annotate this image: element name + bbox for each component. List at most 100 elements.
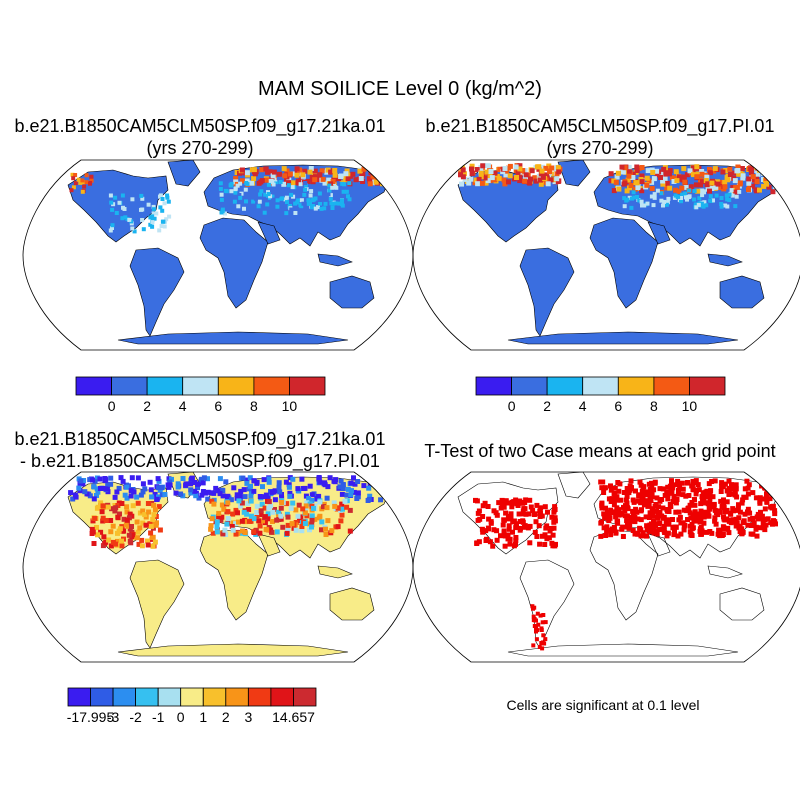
ice-cell: [622, 165, 628, 171]
significant-cell: [638, 533, 644, 539]
diff-cell: [367, 493, 373, 499]
diff-cell: [347, 507, 353, 513]
ice-cell: [761, 167, 767, 173]
diff-cell: [150, 543, 156, 549]
ice-cell: [732, 178, 738, 184]
significant-cell: [677, 485, 683, 491]
ice-cell: [257, 199, 262, 204]
ice-cell: [702, 200, 707, 205]
diff-cell: [366, 496, 372, 502]
diff-cell: [220, 488, 226, 494]
significant-cell: [644, 498, 650, 504]
diff-cell: [348, 480, 354, 486]
diff-cell: [381, 491, 387, 497]
diff-cell: [309, 524, 314, 530]
diff-cell: [149, 523, 154, 529]
diff-cell: [129, 532, 135, 538]
ice-cell: [761, 183, 767, 189]
ice-cell: [219, 197, 224, 202]
ice-cell: [649, 194, 654, 199]
ice-cell: [547, 169, 553, 175]
diff-cell: [312, 503, 318, 509]
significant-cell: [654, 495, 660, 501]
significant-cell: [726, 478, 732, 484]
ice-cell: [645, 201, 650, 206]
significant-cell: [647, 487, 653, 492]
diff-cell: [217, 476, 223, 482]
ice-cell: [146, 202, 151, 207]
significant-cell: [674, 482, 680, 488]
ice-cell: [506, 165, 511, 171]
significant-cell: [615, 518, 620, 524]
significant-cell: [676, 517, 682, 523]
ice-cell: [722, 179, 728, 185]
ice-cell: [284, 211, 289, 216]
ice-cell: [71, 185, 76, 190]
significant-cell: [617, 481, 623, 487]
ice-cell: [160, 197, 165, 201]
ice-cell: [218, 187, 223, 191]
ice-cell: [229, 189, 234, 194]
significant-cell: [549, 540, 555, 546]
diff-cell: [214, 524, 220, 530]
significant-cell: [669, 478, 674, 484]
ice-cell: [299, 208, 303, 213]
significant-cell: [537, 508, 543, 514]
significant-cell: [505, 500, 511, 506]
ice-cell: [78, 180, 83, 185]
diff-cell: [192, 480, 198, 485]
diff-cell: [290, 476, 296, 482]
ice-cell: [460, 167, 466, 173]
ice-cell: [300, 172, 306, 178]
ice-cell: [533, 178, 539, 184]
map-panel-3: [22, 471, 414, 663]
significant-cell: [665, 530, 671, 536]
significant-cell: [675, 491, 681, 497]
colorbar-label: 10: [681, 398, 698, 414]
ice-cell: [73, 181, 78, 186]
diff-cell: [229, 524, 235, 529]
ice-cell: [640, 203, 644, 208]
diff-cell: [236, 498, 242, 504]
ice-cell: [345, 176, 351, 182]
colorbar-swatch: [247, 687, 272, 707]
ice-cell: [722, 184, 728, 190]
ice-cell: [625, 197, 630, 202]
ice-cell: [239, 178, 245, 184]
colorbar-swatch: [689, 376, 726, 396]
ice-cell: [239, 191, 244, 196]
diff-cell: [345, 486, 351, 492]
diff-cell: [140, 508, 146, 514]
diff-cell: [139, 537, 145, 543]
diff-cell: [260, 518, 265, 524]
ice-cell: [318, 201, 323, 206]
significant-cell: [712, 478, 718, 484]
significant-cell: [678, 531, 684, 537]
diff-cell: [245, 501, 251, 507]
significant-cell: [724, 499, 730, 505]
significant-cell: [639, 507, 644, 513]
significant-cell: [535, 611, 540, 616]
significant-cell: [762, 517, 768, 522]
diff-cell: [217, 491, 223, 497]
p1-land: [67, 160, 391, 345]
diff-cell: [121, 528, 127, 534]
diff-cell: [90, 477, 95, 483]
ice-cell: [663, 171, 669, 177]
significant-cell: [649, 512, 655, 518]
significant-cell: [745, 522, 751, 528]
diff-cell: [173, 490, 179, 496]
significant-cell: [598, 533, 604, 539]
diff-cell: [120, 478, 126, 484]
diff-cell: [354, 496, 360, 501]
diff-cell: [247, 518, 252, 524]
significant-cell: [693, 491, 699, 497]
significant-cell: [764, 499, 770, 505]
significant-cell: [609, 496, 615, 502]
ice-cell: [615, 170, 621, 176]
ice-cell: [469, 166, 474, 172]
diff-cell: [113, 541, 119, 547]
significant-cell: [624, 494, 630, 499]
ice-cell: [682, 179, 688, 185]
diff-cell: [129, 524, 134, 529]
